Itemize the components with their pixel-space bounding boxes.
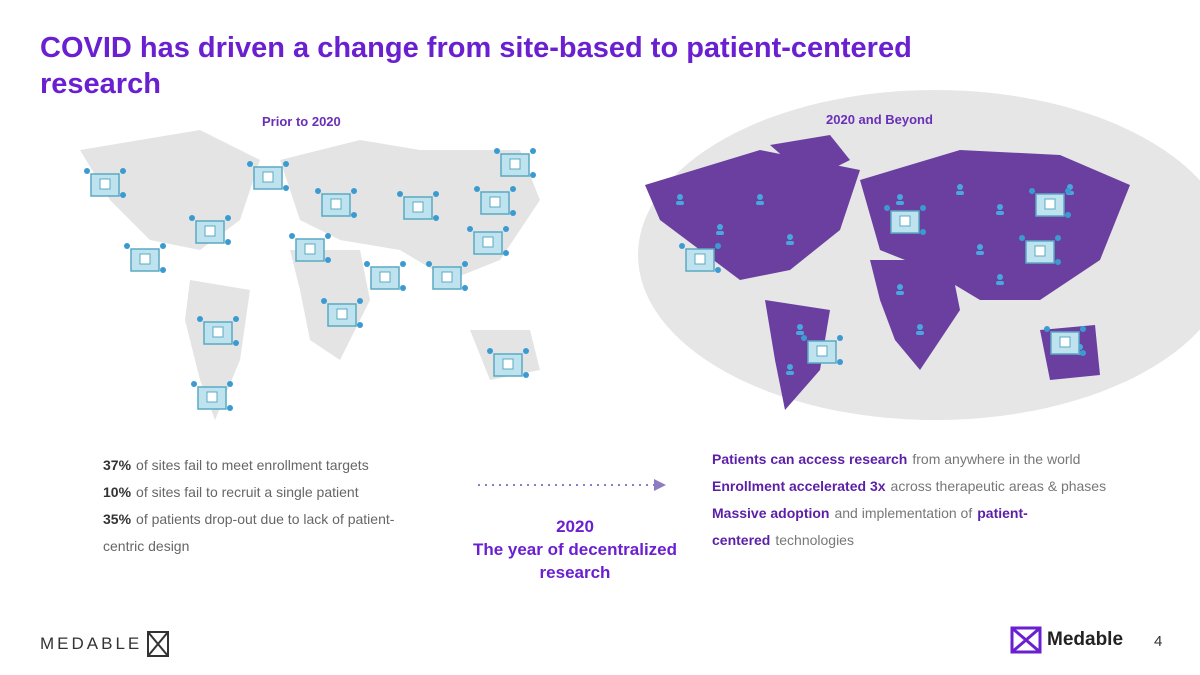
list-item: 37% of sites fail to meet enrollment targ… <box>103 452 433 479</box>
page-number: 4 <box>1154 633 1163 650</box>
list-item: 10% of sites fail to recruit a single pat… <box>103 479 433 506</box>
bold-text: 35% <box>103 511 132 527</box>
right-world <box>645 135 1130 410</box>
text: from anywhere in the world <box>912 451 1081 467</box>
text: of patients drop-out due to lack of pati… <box>103 511 395 554</box>
list-item: Patients can access research from anywher… <box>712 446 1162 473</box>
bold-text: Enrollment accelerated 3x <box>712 478 886 494</box>
bold-text: patient-centered <box>712 505 1028 548</box>
logo-left <box>147 631 169 657</box>
brand-right: Medable <box>1047 629 1124 650</box>
left-world <box>80 130 540 420</box>
bold-text: 37% <box>103 457 132 473</box>
bold-text: Patients can access research <box>712 451 908 467</box>
center-caption: 2020 The year of decentralized research <box>455 515 695 584</box>
text: and implementation of <box>834 505 973 521</box>
list-item: Massive adoption and implementation of pat… <box>712 500 1162 554</box>
stats-list: 37% of sites fail to meet enrollment targ… <box>103 452 433 560</box>
slide-title: COVID has driven a change from site-base… <box>40 32 912 100</box>
year: 2020 <box>556 517 594 536</box>
brand-left: MEDABLE <box>40 634 143 653</box>
caption: The year of decentralized research <box>472 540 678 582</box>
list-item: 35% of patients drop-out due to lack of p… <box>103 506 433 560</box>
text: technologies <box>775 532 854 548</box>
map-label: Prior to 2020 <box>262 114 341 129</box>
bold-text: 10% <box>103 484 132 500</box>
benefits-list: Patients can access research from anywher… <box>712 446 1162 554</box>
bold-text: Massive adoption <box>712 505 830 521</box>
map-label: 2020 and Beyond <box>826 112 933 127</box>
text: across therapeutic areas & phases <box>890 478 1107 494</box>
list-item: Enrollment accelerated 3x across therapeu… <box>712 473 1162 500</box>
logo-right <box>1010 626 1042 654</box>
arrow-head <box>654 479 666 491</box>
text: of sites fail to meet enrollment targets <box>136 457 369 473</box>
text: of sites fail to recruit a single patien… <box>136 484 359 500</box>
